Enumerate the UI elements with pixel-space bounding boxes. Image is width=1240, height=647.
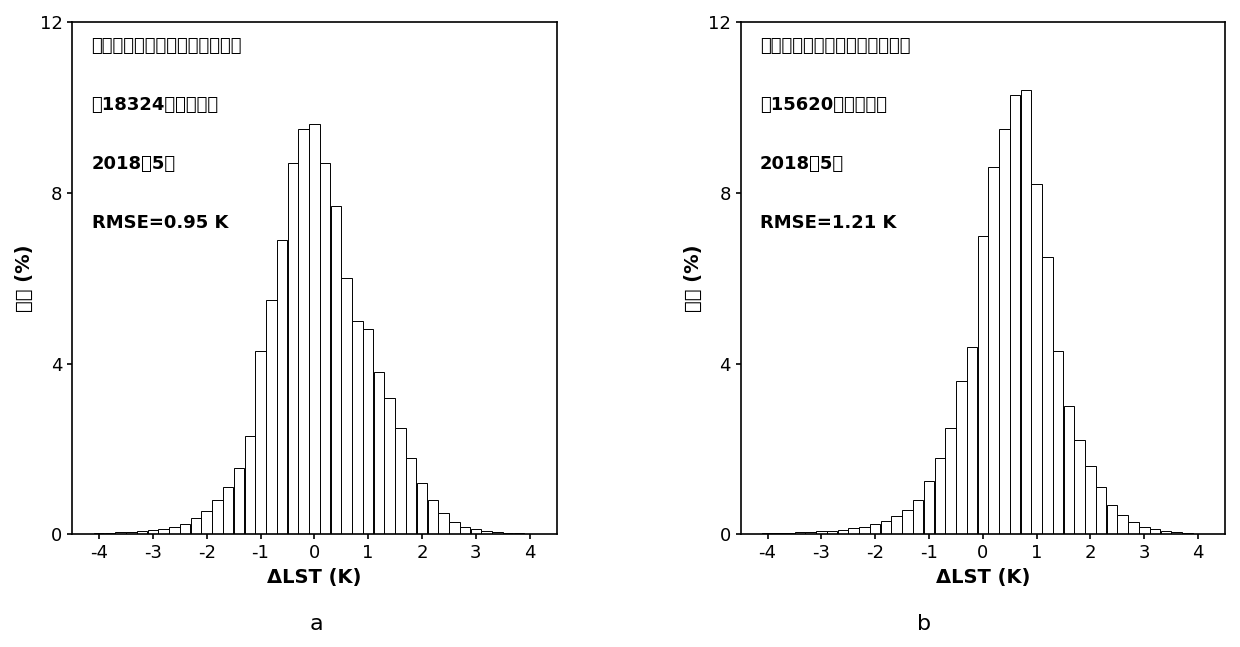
Bar xyxy=(1032,184,1042,534)
Bar xyxy=(1085,466,1096,534)
Bar xyxy=(191,518,201,534)
Bar xyxy=(988,167,998,534)
Bar xyxy=(288,163,298,534)
Bar xyxy=(405,457,417,534)
Y-axis label: 频率 (%): 频率 (%) xyxy=(15,245,33,312)
Bar xyxy=(352,321,362,534)
Bar xyxy=(363,329,373,534)
Text: RMSE=1.21 K: RMSE=1.21 K xyxy=(760,214,897,232)
Bar xyxy=(470,529,481,534)
Bar xyxy=(848,529,859,534)
Bar xyxy=(255,351,265,534)
Bar xyxy=(299,129,309,534)
Bar xyxy=(159,529,169,534)
Bar xyxy=(913,500,924,534)
Bar xyxy=(1096,487,1106,534)
Text: RMSE=0.95 K: RMSE=0.95 K xyxy=(92,214,228,232)
Bar xyxy=(234,468,244,534)
Bar xyxy=(513,533,525,534)
Bar xyxy=(838,530,848,534)
Bar xyxy=(999,129,1009,534)
Bar xyxy=(773,533,784,534)
Bar xyxy=(104,532,115,534)
Bar xyxy=(492,532,502,534)
Bar xyxy=(1117,515,1128,534)
Bar xyxy=(223,487,233,534)
Bar xyxy=(94,532,104,534)
Bar xyxy=(795,532,805,534)
Bar xyxy=(481,531,492,534)
Bar xyxy=(201,511,212,534)
Bar xyxy=(428,500,438,534)
Bar xyxy=(212,500,223,534)
Bar xyxy=(136,531,148,534)
Bar xyxy=(1182,533,1193,534)
Bar xyxy=(1140,527,1149,534)
Bar xyxy=(169,527,180,534)
Bar xyxy=(244,436,255,534)
Bar xyxy=(449,521,460,534)
X-axis label: ΔLST (K): ΔLST (K) xyxy=(936,567,1030,587)
Text: 澳大利亚晚上观测数据应用结果: 澳大利亚晚上观测数据应用结果 xyxy=(92,38,242,56)
Bar xyxy=(1053,351,1064,534)
Text: a: a xyxy=(310,614,322,634)
Bar xyxy=(859,527,869,534)
Bar xyxy=(805,532,816,534)
Bar xyxy=(267,300,277,534)
Text: b: b xyxy=(916,614,931,634)
Bar xyxy=(277,240,288,534)
Bar xyxy=(784,532,795,534)
Bar xyxy=(115,532,125,534)
Bar xyxy=(460,527,470,534)
Bar xyxy=(816,531,827,534)
Bar xyxy=(935,457,945,534)
Text: 澳大利亚白天观测数据应用结果: 澳大利亚白天观测数据应用结果 xyxy=(760,38,910,56)
Text: 共15620个有效像素: 共15620个有效像素 xyxy=(760,96,887,115)
Bar xyxy=(148,530,159,534)
Bar xyxy=(1074,441,1085,534)
Bar xyxy=(341,278,352,534)
Y-axis label: 频率 (%): 频率 (%) xyxy=(683,245,702,312)
Bar xyxy=(331,206,341,534)
Bar xyxy=(945,428,956,534)
Bar xyxy=(438,513,449,534)
X-axis label: ΔLST (K): ΔLST (K) xyxy=(267,567,362,587)
Bar xyxy=(1009,94,1021,534)
Bar xyxy=(956,380,966,534)
Bar xyxy=(763,533,773,534)
Bar xyxy=(320,163,330,534)
Bar xyxy=(892,516,901,534)
Bar xyxy=(1042,257,1053,534)
Bar xyxy=(1161,531,1171,534)
Text: 2018年5月: 2018年5月 xyxy=(760,155,844,173)
Bar xyxy=(1149,529,1161,534)
Bar xyxy=(180,524,191,534)
Bar xyxy=(1107,505,1117,534)
Bar xyxy=(924,481,934,534)
Bar xyxy=(396,428,405,534)
Text: 2018年5月: 2018年5月 xyxy=(92,155,176,173)
Bar xyxy=(309,124,320,534)
Text: 共18324个有效像素: 共18324个有效像素 xyxy=(92,96,218,115)
Bar xyxy=(503,532,513,534)
Bar xyxy=(1172,532,1182,534)
Bar xyxy=(903,510,913,534)
Bar xyxy=(417,483,428,534)
Bar xyxy=(967,347,977,534)
Bar xyxy=(384,398,396,534)
Bar xyxy=(1064,406,1074,534)
Bar xyxy=(880,521,892,534)
Bar xyxy=(373,372,384,534)
Bar xyxy=(1021,91,1032,534)
Bar xyxy=(977,236,988,534)
Bar xyxy=(1128,521,1138,534)
Bar xyxy=(870,524,880,534)
Bar xyxy=(126,532,136,534)
Bar xyxy=(827,531,837,534)
